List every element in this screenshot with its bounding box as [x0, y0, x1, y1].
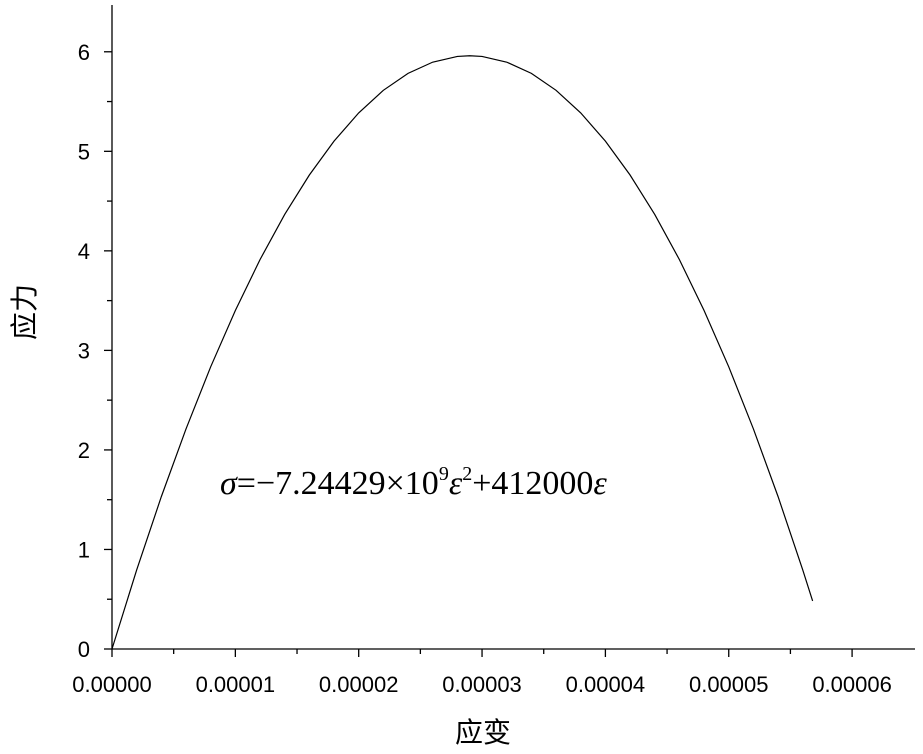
annotation-part: 2 [462, 463, 472, 485]
x-axis-label: 应变 [455, 717, 511, 748]
x-tick-label: 0.00006 [812, 672, 892, 697]
annotation-part: ε [593, 465, 607, 502]
y-tick-label: 2 [78, 438, 90, 463]
annotation-part: 9 [439, 463, 449, 485]
line [111, 55, 814, 650]
annotation-part: ε [449, 465, 463, 502]
annotation-part: +412000 [472, 465, 593, 502]
y-tick-label: 0 [78, 637, 90, 662]
y-axis-label: 应力 [9, 284, 40, 340]
y-tick-label: 4 [78, 239, 90, 264]
x-tick-label: 0.00005 [689, 672, 769, 697]
x-tick-label: 0.00004 [566, 672, 646, 697]
y-tick-label: 3 [78, 338, 90, 363]
x-tick-label: 0.00003 [442, 672, 522, 697]
y-tick-label: 1 [78, 537, 90, 562]
x-tick-label: 0.00001 [196, 672, 276, 697]
x-tick-label: 0.00000 [72, 672, 152, 697]
x-tick-label: 0.00002 [319, 672, 399, 697]
annotation-part: =−7.24429×10 [237, 465, 439, 502]
y-tick-label: 6 [78, 40, 90, 65]
annotation: σ=−7.24429×109ε2+412000ε [220, 463, 607, 502]
y-tick-label: 5 [78, 139, 90, 164]
annotation-part: σ [220, 465, 238, 502]
